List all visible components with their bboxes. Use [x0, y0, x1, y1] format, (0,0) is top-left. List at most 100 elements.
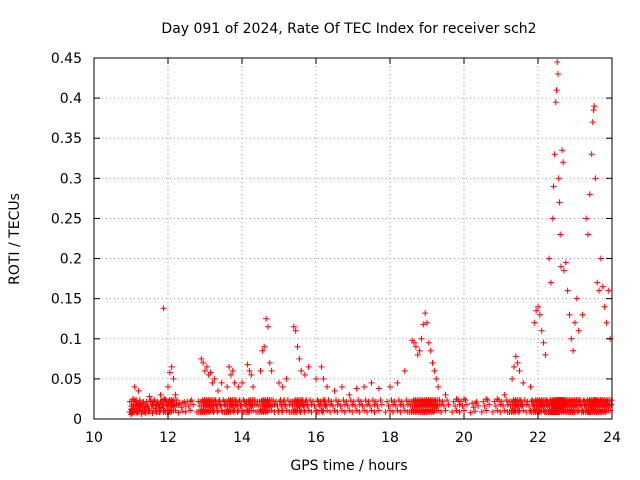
data-point: [278, 408, 285, 415]
data-point: [401, 407, 408, 414]
data-point: [325, 397, 332, 404]
data-point: [473, 398, 480, 405]
data-point: [378, 401, 385, 408]
data-point: [218, 407, 225, 414]
data-point: [335, 398, 342, 405]
data-point: [398, 398, 405, 405]
data-point: [401, 367, 408, 374]
data-point: [497, 401, 504, 408]
data-point: [305, 363, 312, 370]
data-point: [145, 408, 152, 415]
data-point: [531, 319, 538, 326]
data-point: [286, 401, 293, 408]
data-point: [349, 408, 356, 415]
data-point: [387, 407, 393, 414]
data-point: [494, 395, 501, 402]
data-point: [130, 408, 137, 415]
data-point: [369, 397, 376, 404]
data-point: [170, 375, 177, 382]
data-point: [173, 397, 180, 404]
data-point: [246, 367, 253, 374]
data-point: [551, 151, 558, 158]
data-point: [182, 408, 189, 415]
data-point: [239, 379, 245, 386]
data-point: [475, 402, 482, 409]
data-point: [375, 385, 382, 392]
x-tick-label: 24: [603, 430, 621, 446]
data-point: [264, 408, 271, 415]
data-point: [377, 397, 384, 404]
y-tick-label: 0.25: [51, 211, 82, 227]
data-point: [442, 407, 449, 414]
x-tick-label: 22: [529, 430, 547, 446]
data-point: [229, 367, 236, 374]
data-point: [250, 383, 257, 390]
data-point: [371, 408, 378, 415]
data-point: [235, 383, 242, 390]
data-point: [247, 398, 254, 405]
data-point: [248, 371, 255, 378]
data-point: [184, 398, 191, 405]
data-point: [397, 401, 404, 408]
data-point: [495, 397, 502, 404]
data-point: [261, 343, 268, 350]
data-point: [344, 403, 351, 410]
data-point: [456, 401, 463, 408]
data-point: [209, 379, 216, 386]
data-point: [168, 363, 175, 370]
data-point: [319, 408, 326, 415]
data-point: [298, 367, 305, 374]
data-point: [501, 391, 508, 398]
data-point: [605, 287, 612, 294]
data-point: [365, 398, 372, 405]
data-point: [456, 408, 463, 415]
x-tick-label: 16: [307, 430, 325, 446]
data-point: [175, 401, 182, 408]
data-point: [355, 397, 362, 404]
data-points: [126, 59, 615, 418]
data-point: [178, 404, 185, 411]
data-point: [586, 191, 593, 198]
data-point: [358, 398, 365, 405]
data-point: [494, 407, 501, 414]
y-tick-label: 0.05: [51, 372, 82, 388]
data-point: [270, 397, 277, 404]
data-point: [271, 401, 278, 408]
data-point: [327, 401, 334, 408]
data-point: [512, 353, 519, 360]
data-point: [430, 408, 437, 415]
data-point: [338, 407, 345, 414]
data-point: [597, 255, 604, 262]
data-point: [314, 397, 321, 404]
data-point: [462, 397, 469, 404]
data-point: [552, 99, 559, 106]
data-point: [596, 287, 603, 294]
data-point: [218, 379, 225, 386]
data-point: [395, 397, 402, 404]
data-point: [385, 403, 392, 410]
data-point: [425, 339, 432, 346]
data-point: [564, 287, 571, 294]
y-tick-label: 0.4: [60, 91, 82, 107]
data-point: [331, 387, 338, 394]
data-point: [165, 383, 171, 390]
data-point: [356, 408, 363, 415]
data-point: [438, 408, 445, 415]
x-tick-label: 12: [159, 430, 177, 446]
data-point: [542, 351, 549, 358]
data-point: [292, 327, 299, 334]
data-point: [313, 407, 319, 414]
data-point: [207, 369, 214, 376]
data-point: [400, 403, 407, 410]
data-point: [481, 403, 488, 410]
data-point: [568, 335, 575, 342]
data-point: [472, 408, 479, 415]
data-point: [166, 369, 173, 376]
data-point: [324, 407, 331, 414]
data-point: [318, 363, 325, 370]
data-point: [307, 397, 314, 404]
data-point: [394, 379, 401, 386]
data-point: [555, 175, 562, 182]
data-point: [371, 401, 378, 408]
data-point: [414, 351, 421, 358]
